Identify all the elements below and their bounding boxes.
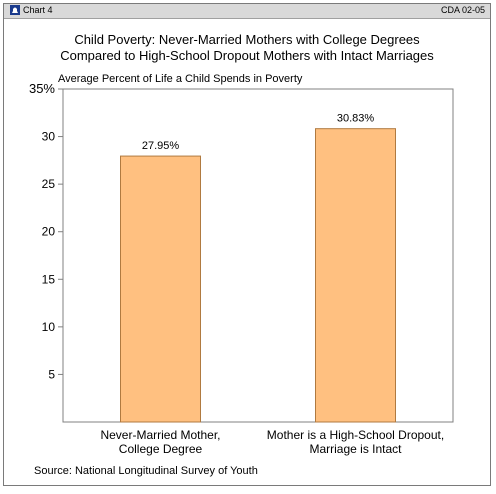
source-text: National Longitudinal Survey of Youth	[74, 465, 258, 477]
bell-logo-icon	[10, 5, 20, 15]
chart-title-line-2: Compared to High-School Dropout Mothers …	[60, 48, 434, 63]
y-tick-label: 30	[42, 130, 56, 144]
chart-title-line-1: Child Poverty: Never-Married Mothers wit…	[74, 32, 420, 47]
bar	[315, 128, 396, 423]
chart-title: Child Poverty: Never-Married Mothers wit…	[4, 32, 490, 64]
y-tick-label: 5	[48, 367, 55, 381]
report-id: CDA 02-05	[440, 5, 485, 15]
source-label: Source:	[34, 465, 72, 477]
y-tick-label: 15	[42, 272, 56, 286]
x-category-label: Marriage is Intact	[309, 442, 402, 456]
source-note: Source: National Longitudinal Survey of …	[34, 465, 258, 477]
x-category-label: College Degree	[119, 442, 203, 456]
plot-area	[62, 88, 454, 423]
chart-label-text: Chart 4	[23, 5, 53, 15]
bar-value-label: 27.95%	[142, 140, 180, 152]
chart-frame: Chart 4 CDA 02-05 Child Poverty: Never-M…	[3, 3, 491, 486]
chart-label: Chart 4	[10, 5, 53, 15]
y-axis-label: Average Percent of Life a Child Spends i…	[58, 73, 303, 85]
x-category-label: Never-Married Mother,	[100, 428, 220, 442]
y-tick-label: 25	[42, 177, 56, 191]
header-bar: Chart 4 CDA 02-05	[4, 4, 490, 19]
bar	[120, 155, 201, 423]
y-tick-label: 10	[42, 320, 56, 334]
y-tick-label: 20	[42, 225, 56, 239]
y-tick-label: 35%	[29, 81, 55, 96]
x-category-label: Mother is a High-School Dropout,	[267, 428, 444, 442]
bar-value-label: 30.83%	[337, 113, 375, 125]
